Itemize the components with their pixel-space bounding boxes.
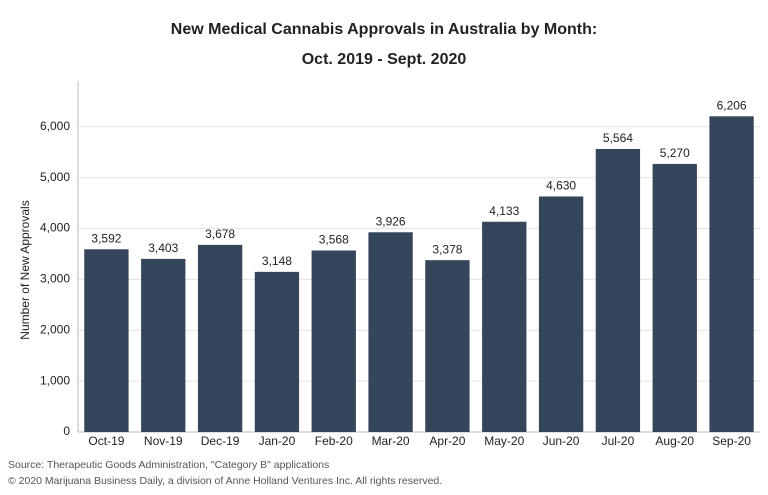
y-axis-label: Number of New Approvals	[18, 200, 32, 339]
x-tick-label: Sep-20	[712, 434, 751, 448]
bar	[652, 163, 697, 432]
value-label: 3,678	[205, 227, 235, 241]
value-label: 5,564	[603, 131, 633, 145]
x-tick-label: Dec-19	[201, 434, 240, 448]
y-tick-label: 2,000	[40, 322, 70, 336]
value-label: 3,403	[148, 241, 178, 255]
bar	[595, 148, 641, 433]
value-label: 4,630	[546, 179, 576, 193]
bar	[425, 260, 470, 432]
bar	[254, 271, 300, 432]
y-tick-label: 1,000	[40, 373, 70, 387]
x-tick-label: Jul-20	[602, 434, 635, 448]
bar	[84, 249, 129, 432]
bar	[709, 116, 754, 433]
chart-title: Oct. 2019 - Sept. 2020	[302, 51, 467, 68]
bar	[141, 258, 186, 432]
y-tick-label: 5,000	[40, 170, 70, 184]
x-tick-label: Jan-20	[259, 434, 296, 448]
x-tick-label: May-20	[484, 434, 524, 448]
y-tick-label: 3,000	[40, 272, 70, 286]
bar	[368, 232, 413, 432]
x-tick-label: Apr-20	[429, 434, 465, 448]
x-tick-label: Mar-20	[372, 434, 410, 448]
y-tick-label: 6,000	[40, 119, 70, 133]
x-tick-label: Feb-20	[315, 434, 353, 448]
value-label: 4,133	[489, 204, 519, 218]
y-tick-label: 4,000	[40, 221, 70, 235]
x-tick-label: Jun-20	[543, 434, 580, 448]
bar	[538, 196, 584, 432]
x-tick-label: Aug-20	[655, 434, 694, 448]
bar	[311, 250, 356, 432]
value-label: 5,270	[660, 146, 690, 160]
value-label: 3,568	[319, 233, 349, 247]
x-tick-label: Nov-19	[144, 434, 183, 448]
bar	[197, 244, 243, 432]
value-label: 3,378	[432, 242, 462, 256]
source: Source: Therapeutic Goods Administration…	[8, 459, 329, 471]
x-tick-label: Oct-19	[88, 434, 124, 448]
copyright: © 2020 Marijuana Business Daily, a divis…	[8, 475, 442, 487]
chart-title: New Medical Cannabis Approvals in Austra…	[171, 21, 597, 38]
value-label: 6,206	[717, 98, 747, 112]
value-label: 3,926	[376, 214, 406, 228]
y-tick-label: 0	[63, 424, 70, 438]
value-label: 3,592	[91, 231, 121, 245]
value-label: 3,148	[262, 254, 292, 268]
bar	[482, 221, 527, 432]
